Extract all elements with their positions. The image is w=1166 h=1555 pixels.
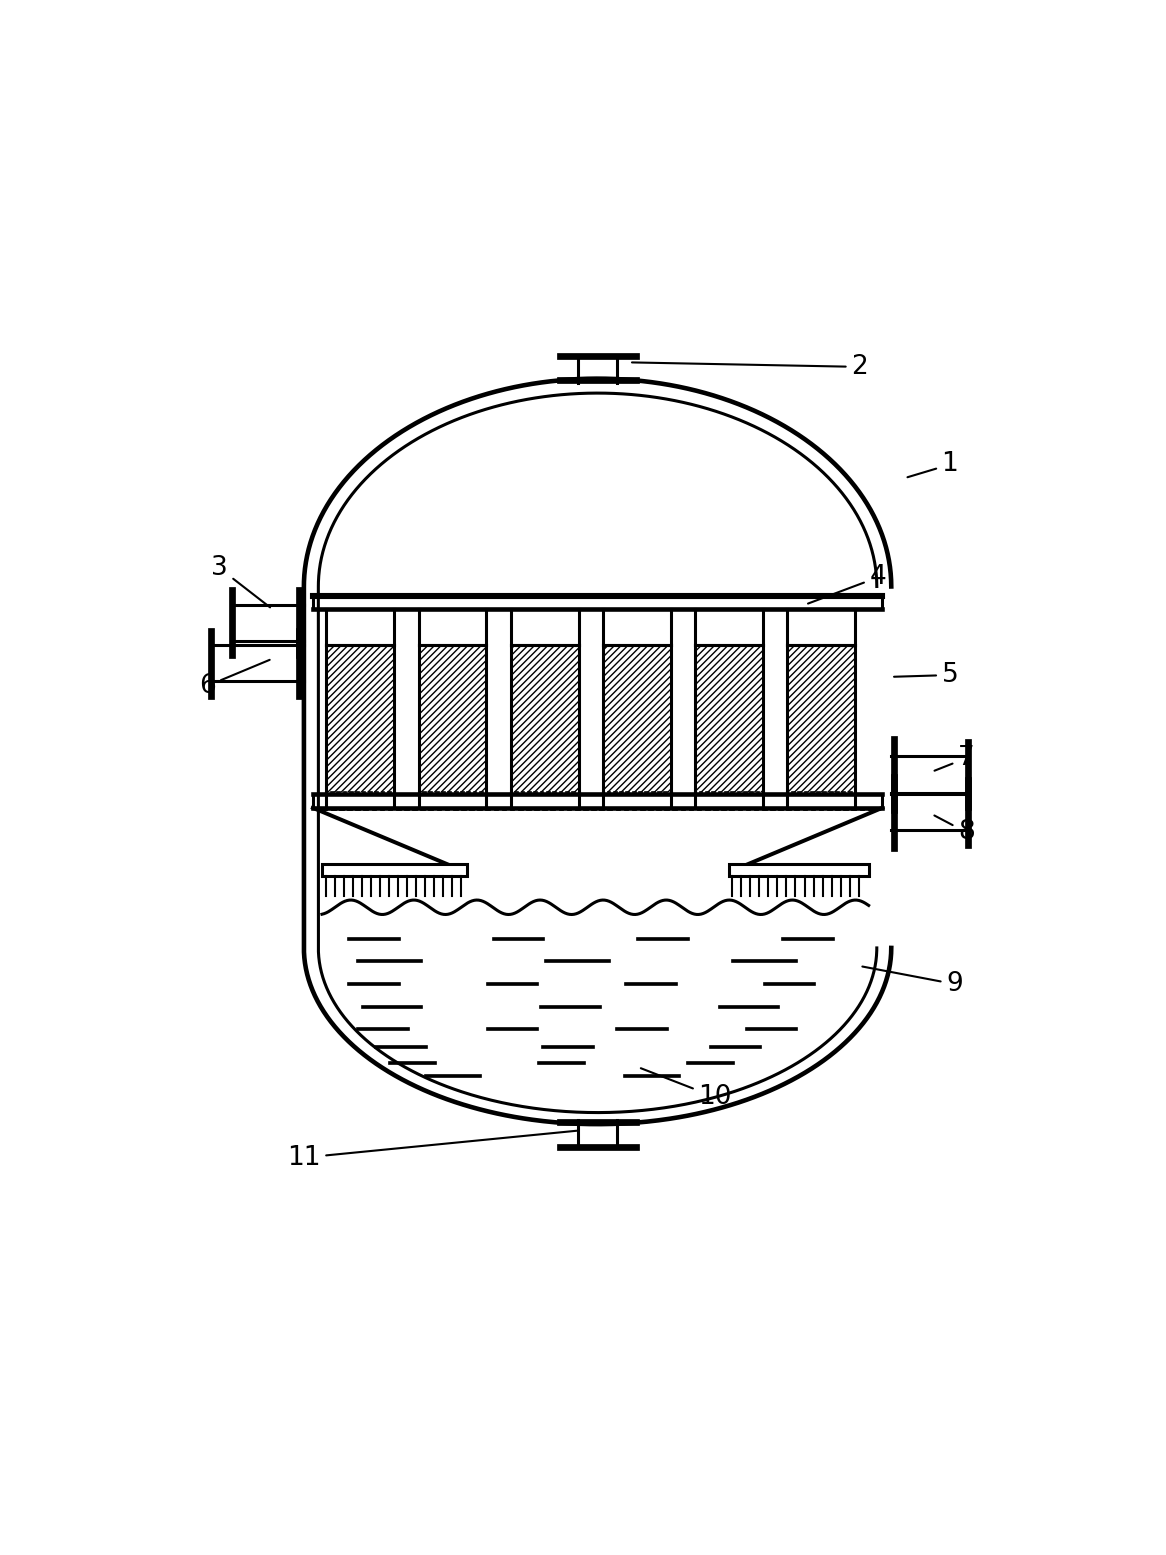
Bar [419, 645, 486, 795]
Bar [419, 791, 486, 809]
Bar [695, 645, 763, 795]
Bar [322, 865, 466, 875]
Text: 4: 4 [808, 564, 886, 603]
Bar [603, 645, 670, 795]
Text: 7: 7 [934, 745, 975, 771]
Text: 3: 3 [211, 555, 271, 608]
Bar [695, 610, 763, 645]
Bar [326, 791, 394, 809]
Bar [312, 596, 883, 610]
Bar [729, 865, 869, 875]
Bar [511, 791, 578, 809]
Bar [326, 645, 394, 795]
Text: 5: 5 [894, 662, 958, 687]
Bar [603, 791, 670, 809]
Bar [787, 610, 855, 645]
Text: 1: 1 [907, 451, 958, 477]
Text: 2: 2 [632, 355, 868, 379]
Bar [419, 610, 486, 645]
Bar [326, 610, 394, 645]
Bar [695, 791, 763, 809]
Bar [312, 795, 883, 809]
Text: 8: 8 [934, 815, 975, 846]
Bar [511, 610, 578, 645]
Text: 9: 9 [863, 967, 963, 997]
Bar [787, 791, 855, 809]
Text: 6: 6 [199, 659, 269, 698]
Bar [511, 645, 578, 795]
Bar [603, 610, 670, 645]
Text: 10: 10 [641, 1068, 732, 1110]
Bar [787, 645, 855, 795]
Text: 11: 11 [287, 1130, 577, 1171]
